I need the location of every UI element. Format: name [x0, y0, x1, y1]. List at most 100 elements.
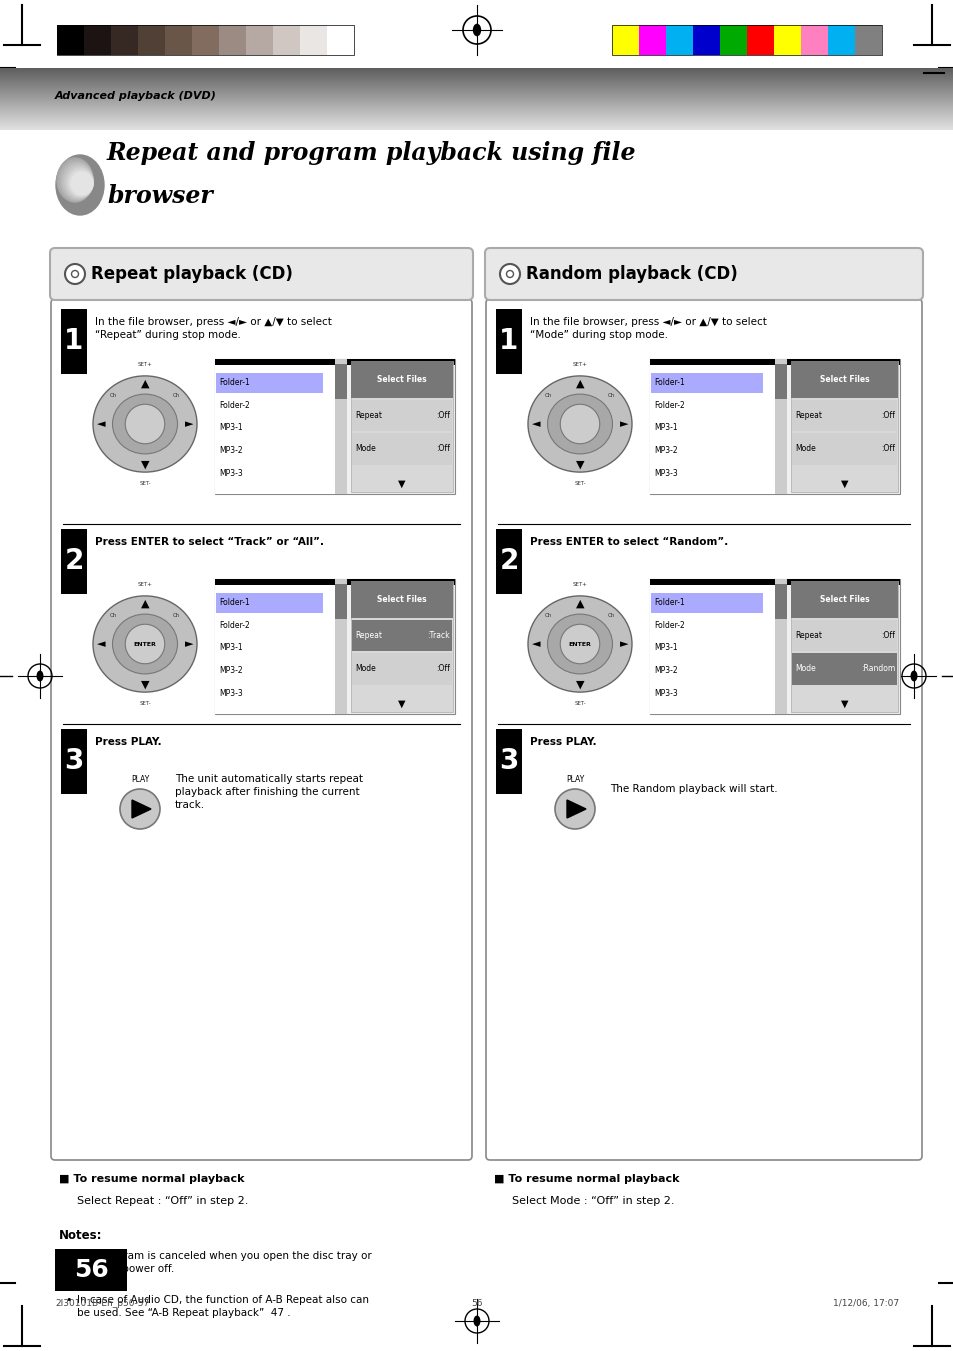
Text: The program is canceled when you open the disc tray or
turn the power off.: The program is canceled when you open th… — [77, 1251, 372, 1274]
Circle shape — [506, 270, 513, 277]
Text: 2: 2 — [64, 547, 84, 576]
Bar — [215, 639, 323, 658]
Bar — [650, 465, 762, 484]
Bar — [612, 26, 882, 55]
Ellipse shape — [112, 394, 177, 454]
Bar — [791, 653, 896, 685]
Text: 3: 3 — [498, 747, 518, 775]
Bar — [790, 581, 897, 617]
Text: Advanced playback (DVD): Advanced playback (DVD) — [55, 91, 216, 101]
Bar — [214, 580, 335, 713]
Text: Ch: Ch — [110, 613, 117, 617]
Text: :Off: :Off — [436, 665, 450, 673]
Text: Press ENTER to select “Track” or “All”.: Press ENTER to select “Track” or “All”. — [95, 536, 324, 547]
Text: :Off: :Off — [881, 631, 894, 640]
Text: Select Repeat : “Off” in step 2.: Select Repeat : “Off” in step 2. — [77, 1196, 248, 1206]
Bar — [215, 593, 323, 612]
Bar — [692, 26, 720, 55]
FancyBboxPatch shape — [484, 249, 923, 300]
Text: ▼: ▼ — [840, 480, 847, 489]
Text: ▼: ▼ — [141, 459, 149, 470]
Text: 56: 56 — [471, 1300, 482, 1308]
Bar — [650, 373, 762, 393]
Text: Repeat: Repeat — [794, 411, 821, 420]
Ellipse shape — [59, 159, 92, 201]
Bar — [138, 26, 165, 55]
Text: 1: 1 — [498, 327, 518, 355]
Circle shape — [559, 624, 599, 663]
Text: ►: ► — [185, 639, 193, 648]
Bar — [55, 1250, 127, 1292]
Text: MP3-3: MP3-3 — [654, 689, 677, 697]
Text: Ch: Ch — [110, 393, 117, 399]
Text: :Off: :Off — [436, 411, 450, 420]
Bar — [665, 26, 692, 55]
Text: •: • — [65, 1296, 71, 1305]
Text: MP3-2: MP3-2 — [219, 446, 242, 455]
Circle shape — [120, 789, 160, 830]
Text: :Track: :Track — [427, 631, 450, 640]
Bar — [650, 662, 762, 681]
Bar — [774, 359, 786, 494]
Text: ▲: ▲ — [141, 378, 149, 389]
Bar — [352, 400, 452, 431]
Bar — [214, 580, 455, 585]
Text: SET+: SET+ — [572, 582, 587, 586]
Text: Press PLAY.: Press PLAY. — [530, 738, 596, 747]
Bar — [774, 363, 786, 399]
Text: ▲: ▲ — [141, 598, 149, 608]
Bar — [214, 359, 335, 494]
Text: ▼: ▼ — [840, 698, 847, 709]
Text: ▼: ▼ — [576, 459, 583, 470]
Text: Folder-2: Folder-2 — [654, 620, 684, 630]
Bar — [650, 616, 762, 635]
Bar — [801, 26, 827, 55]
Bar — [790, 581, 897, 712]
Text: Mode: Mode — [794, 444, 815, 454]
Text: MP3-1: MP3-1 — [654, 643, 677, 653]
Bar — [854, 26, 882, 55]
Text: In the file browser, press ◄/► or ▲/▼ to select
“Mode” during stop mode.: In the file browser, press ◄/► or ▲/▼ to… — [530, 317, 766, 340]
Text: •: • — [65, 1251, 71, 1260]
Ellipse shape — [909, 670, 917, 681]
Bar — [335, 584, 347, 619]
FancyBboxPatch shape — [485, 299, 921, 1161]
Text: Random playback (CD): Random playback (CD) — [525, 265, 737, 282]
Bar — [61, 309, 87, 374]
Bar — [352, 434, 452, 465]
Bar — [649, 359, 899, 365]
Bar — [790, 361, 897, 397]
Bar — [215, 684, 323, 704]
Text: ►: ► — [185, 419, 193, 430]
Bar — [746, 26, 773, 55]
Bar — [335, 359, 347, 494]
Ellipse shape — [65, 166, 92, 199]
Text: :Off: :Off — [436, 444, 450, 454]
Bar — [215, 616, 323, 635]
Text: Select Mode : “Off” in step 2.: Select Mode : “Off” in step 2. — [512, 1196, 674, 1206]
Circle shape — [125, 624, 165, 663]
Text: In the file browser, press ◄/► or ▲/▼ to select
“Repeat” during stop mode.: In the file browser, press ◄/► or ▲/▼ to… — [95, 317, 332, 340]
Text: SET-: SET- — [139, 481, 151, 486]
Text: SET+: SET+ — [137, 362, 152, 367]
Bar — [246, 26, 273, 55]
Bar — [650, 396, 762, 415]
Bar — [335, 363, 347, 399]
Bar — [335, 580, 347, 713]
Ellipse shape — [61, 162, 92, 200]
Ellipse shape — [527, 596, 631, 692]
Bar — [215, 662, 323, 681]
Text: ◄: ◄ — [531, 419, 539, 430]
Bar — [639, 26, 665, 55]
Text: MP3-1: MP3-1 — [219, 423, 242, 432]
Text: :Off: :Off — [881, 444, 894, 454]
Text: Folder-1: Folder-1 — [219, 378, 250, 386]
Bar — [215, 465, 323, 484]
Text: PLAY: PLAY — [565, 775, 583, 784]
Text: ►: ► — [619, 639, 628, 648]
Text: Ch: Ch — [544, 613, 552, 617]
Text: Ch: Ch — [544, 393, 552, 399]
Bar — [219, 26, 246, 55]
Bar — [774, 584, 786, 619]
Text: Ch: Ch — [607, 393, 614, 399]
